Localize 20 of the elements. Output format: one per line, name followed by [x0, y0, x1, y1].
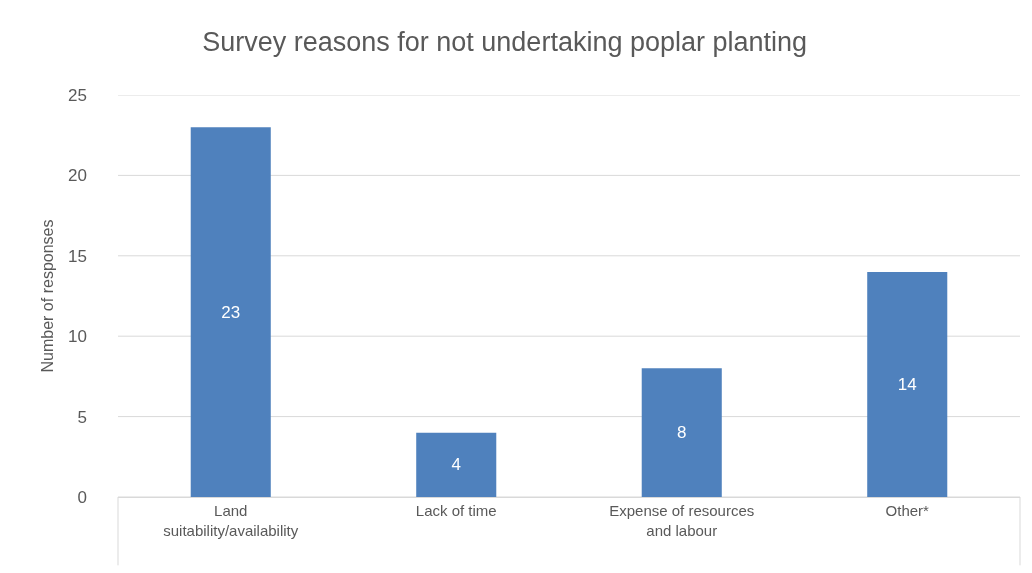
y-tick-label: 10: [68, 327, 87, 347]
y-tick-label: 20: [68, 166, 87, 186]
bar: [190, 127, 271, 497]
x-tick-label: Lack of time: [415, 502, 497, 519]
bar: [641, 368, 722, 497]
data-label: 4: [451, 455, 461, 475]
y-tick-label: 5: [77, 407, 87, 427]
y-axis-title: Number of responses: [38, 219, 56, 373]
x-tick-label: Expense of resources and labour: [609, 502, 755, 539]
chart-title: Survey reasons for not undertaking poplar planting: [202, 27, 808, 58]
x-tick-label: Land suitability/availability: [163, 502, 299, 539]
bar: [416, 432, 497, 497]
x-tick-label: Other*: [885, 502, 930, 519]
y-tick-label: 25: [68, 85, 87, 105]
data-label: 8: [677, 423, 687, 443]
data-label: 23: [221, 302, 241, 322]
y-tick-label: 15: [68, 246, 87, 266]
bar: [867, 271, 948, 497]
data-label: 14: [897, 374, 917, 394]
y-tick-label: 0: [77, 487, 87, 507]
